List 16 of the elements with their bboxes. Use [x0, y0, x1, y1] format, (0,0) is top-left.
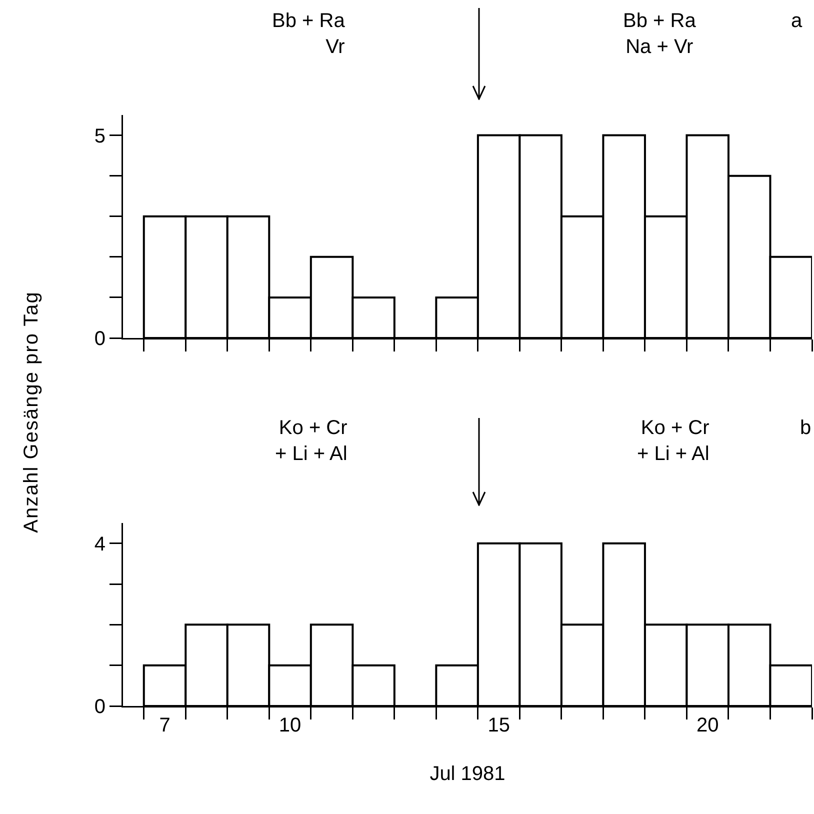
x-axis-title: Jul 1981: [430, 762, 506, 785]
y-tick-label: 5: [94, 125, 106, 148]
x-tick-label: 10: [278, 714, 302, 736]
text: a: [791, 10, 803, 32]
text: Bb + Ra Na + Vr: [623, 10, 697, 58]
x-tick-label: 20: [696, 714, 719, 736]
y-tick-label: 0: [94, 696, 106, 718]
text: Ko + Cr + Li + Al: [637, 417, 710, 465]
y-tick-label: 4: [94, 533, 106, 556]
x-tick-label: 15: [488, 714, 510, 736]
text: Bb + Ra Vr: [272, 10, 346, 58]
y-tick-label: 0: [94, 328, 106, 350]
y-axis-title: Anzahl Gesänge pro Tag: [20, 291, 44, 533]
x-tick-label: 7: [159, 714, 170, 736]
text: b: [800, 417, 812, 439]
text: Ko + Cr + Li + Al: [275, 417, 348, 465]
